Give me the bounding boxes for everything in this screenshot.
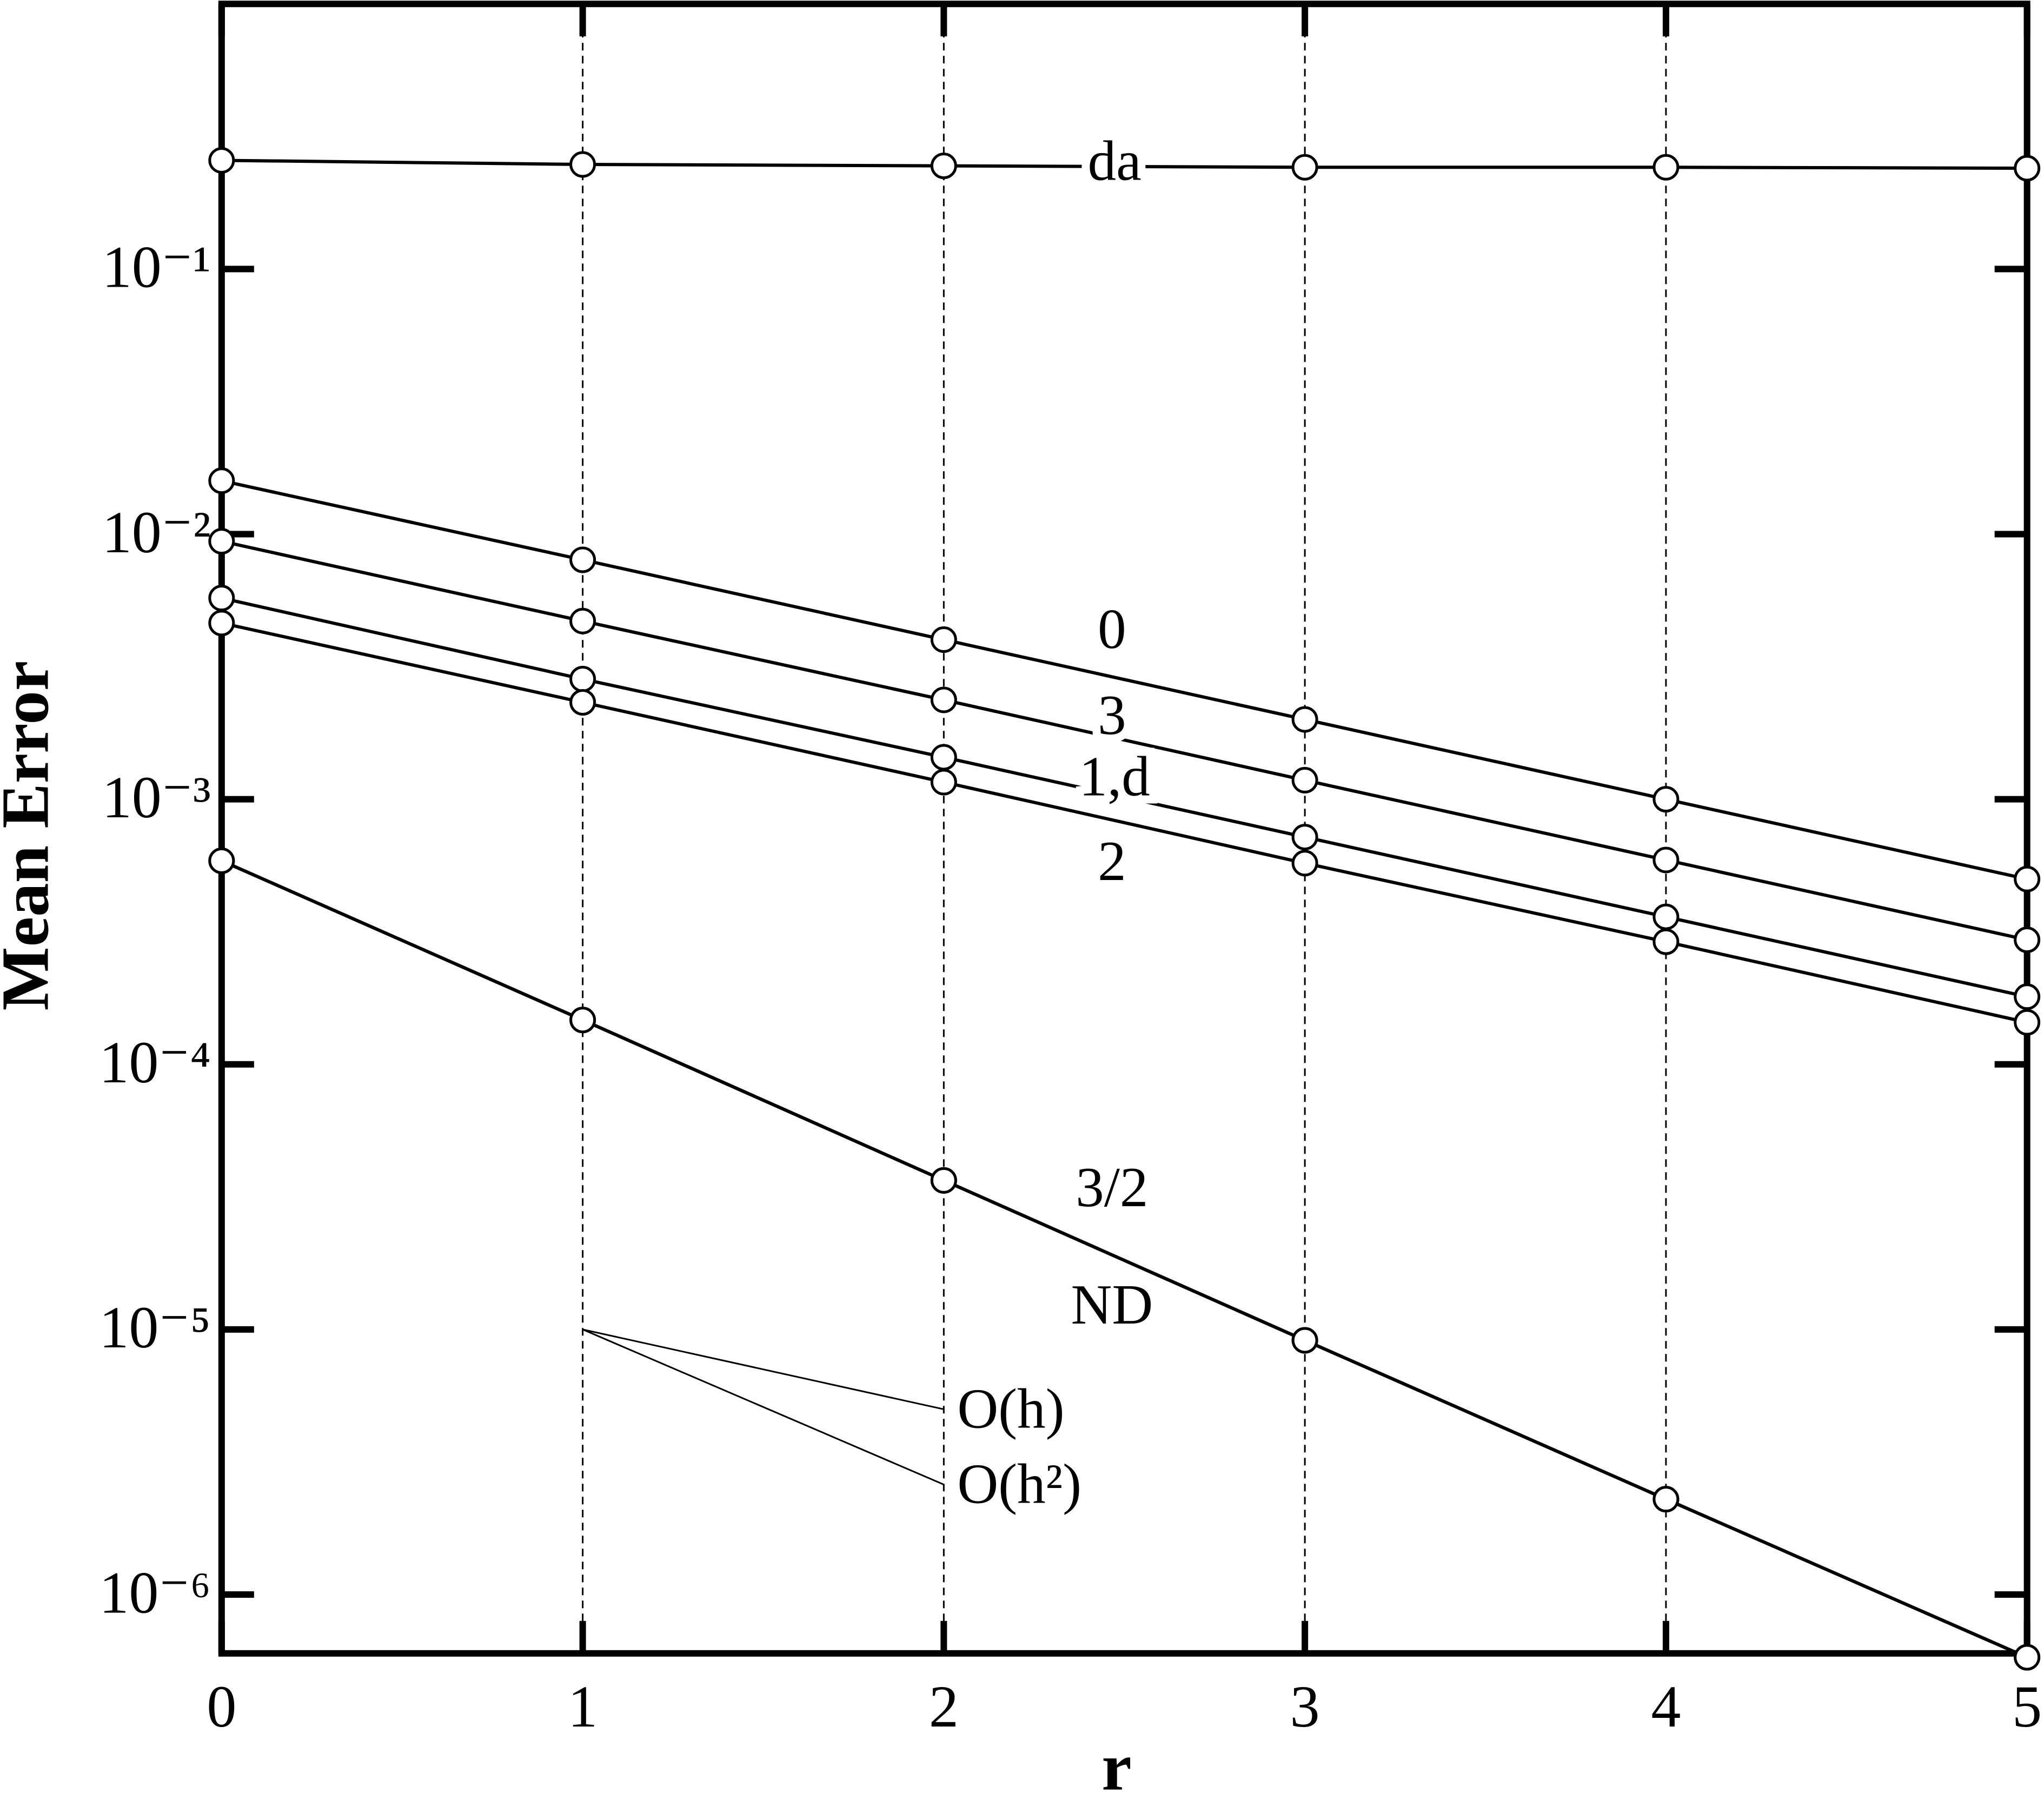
data-point bbox=[208, 528, 235, 555]
data-point bbox=[1291, 824, 1318, 851]
data-point bbox=[1653, 846, 1680, 874]
data-point bbox=[930, 626, 957, 653]
x-tick-label: 1 bbox=[568, 1674, 598, 1740]
data-point bbox=[930, 153, 957, 180]
data-point bbox=[1291, 706, 1318, 733]
data-point bbox=[208, 610, 235, 637]
x-tick-label: 5 bbox=[2012, 1674, 2042, 1740]
data-point bbox=[569, 607, 596, 634]
series-line bbox=[221, 539, 2028, 942]
x-tick-label: 0 bbox=[207, 1674, 236, 1740]
data-point bbox=[2014, 1644, 2041, 1671]
reference-line bbox=[582, 1328, 944, 1410]
y-axis-label: Mean Error bbox=[0, 661, 63, 1011]
data-point bbox=[1291, 1327, 1318, 1354]
data-point bbox=[569, 665, 596, 692]
plot-frame bbox=[218, 1, 2030, 1657]
series-line bbox=[221, 621, 2028, 1024]
y-tick-label: 10⁻⁶ bbox=[99, 1559, 210, 1625]
series-label: 3 bbox=[1098, 683, 1126, 746]
y-tick-label: 10⁻¹ bbox=[102, 234, 211, 300]
x-tick-label: 4 bbox=[1651, 1674, 1681, 1740]
data-point bbox=[1291, 766, 1318, 793]
series-label: 3/2 bbox=[1076, 1155, 1148, 1219]
reference-label: O(h²) bbox=[957, 1452, 1081, 1516]
data-point bbox=[1653, 154, 1680, 181]
data-point bbox=[2014, 1009, 2041, 1036]
data-point bbox=[2014, 927, 2041, 954]
x-tick-label: 3 bbox=[1290, 1674, 1320, 1740]
data-point bbox=[2014, 865, 2041, 892]
y-tick-label: 10⁻⁴ bbox=[99, 1029, 210, 1095]
data-point bbox=[569, 689, 596, 716]
series-line bbox=[221, 158, 2027, 170]
data-point bbox=[569, 546, 596, 573]
y-tick-label: 10⁻⁵ bbox=[99, 1294, 210, 1360]
data-point bbox=[208, 467, 235, 494]
data-point bbox=[930, 1167, 957, 1194]
data-point bbox=[1653, 928, 1680, 955]
data-point bbox=[1653, 903, 1680, 930]
series-line bbox=[221, 859, 2028, 1659]
data-point bbox=[1291, 850, 1318, 877]
data-point bbox=[569, 151, 596, 178]
y-tick-label: 10⁻² bbox=[102, 499, 211, 565]
data-point bbox=[208, 847, 235, 874]
series-line bbox=[221, 596, 2028, 998]
data-point bbox=[2014, 983, 2041, 1010]
data-point bbox=[208, 147, 235, 174]
data-point bbox=[1291, 154, 1318, 181]
series-line bbox=[221, 479, 2028, 881]
series-label: da bbox=[1088, 129, 1142, 193]
data-point bbox=[930, 744, 957, 771]
data-point bbox=[208, 585, 235, 612]
reference-line bbox=[582, 1328, 944, 1486]
data-point bbox=[569, 1007, 596, 1034]
x-tick-label: 2 bbox=[929, 1674, 959, 1740]
series-label: 2 bbox=[1098, 829, 1126, 892]
data-point bbox=[930, 686, 957, 713]
y-tick-label: 10⁻³ bbox=[102, 764, 211, 830]
data-point bbox=[1653, 1486, 1680, 1513]
reference-label: O(h) bbox=[957, 1377, 1064, 1440]
data-point bbox=[930, 769, 957, 796]
data-point bbox=[1653, 786, 1680, 813]
x-axis-label: r bbox=[1101, 1730, 1131, 1799]
data-point bbox=[2014, 155, 2041, 182]
series-label: 1,d bbox=[1079, 745, 1150, 808]
series-label: ND bbox=[1071, 1273, 1153, 1336]
series-label: 0 bbox=[1098, 597, 1126, 660]
